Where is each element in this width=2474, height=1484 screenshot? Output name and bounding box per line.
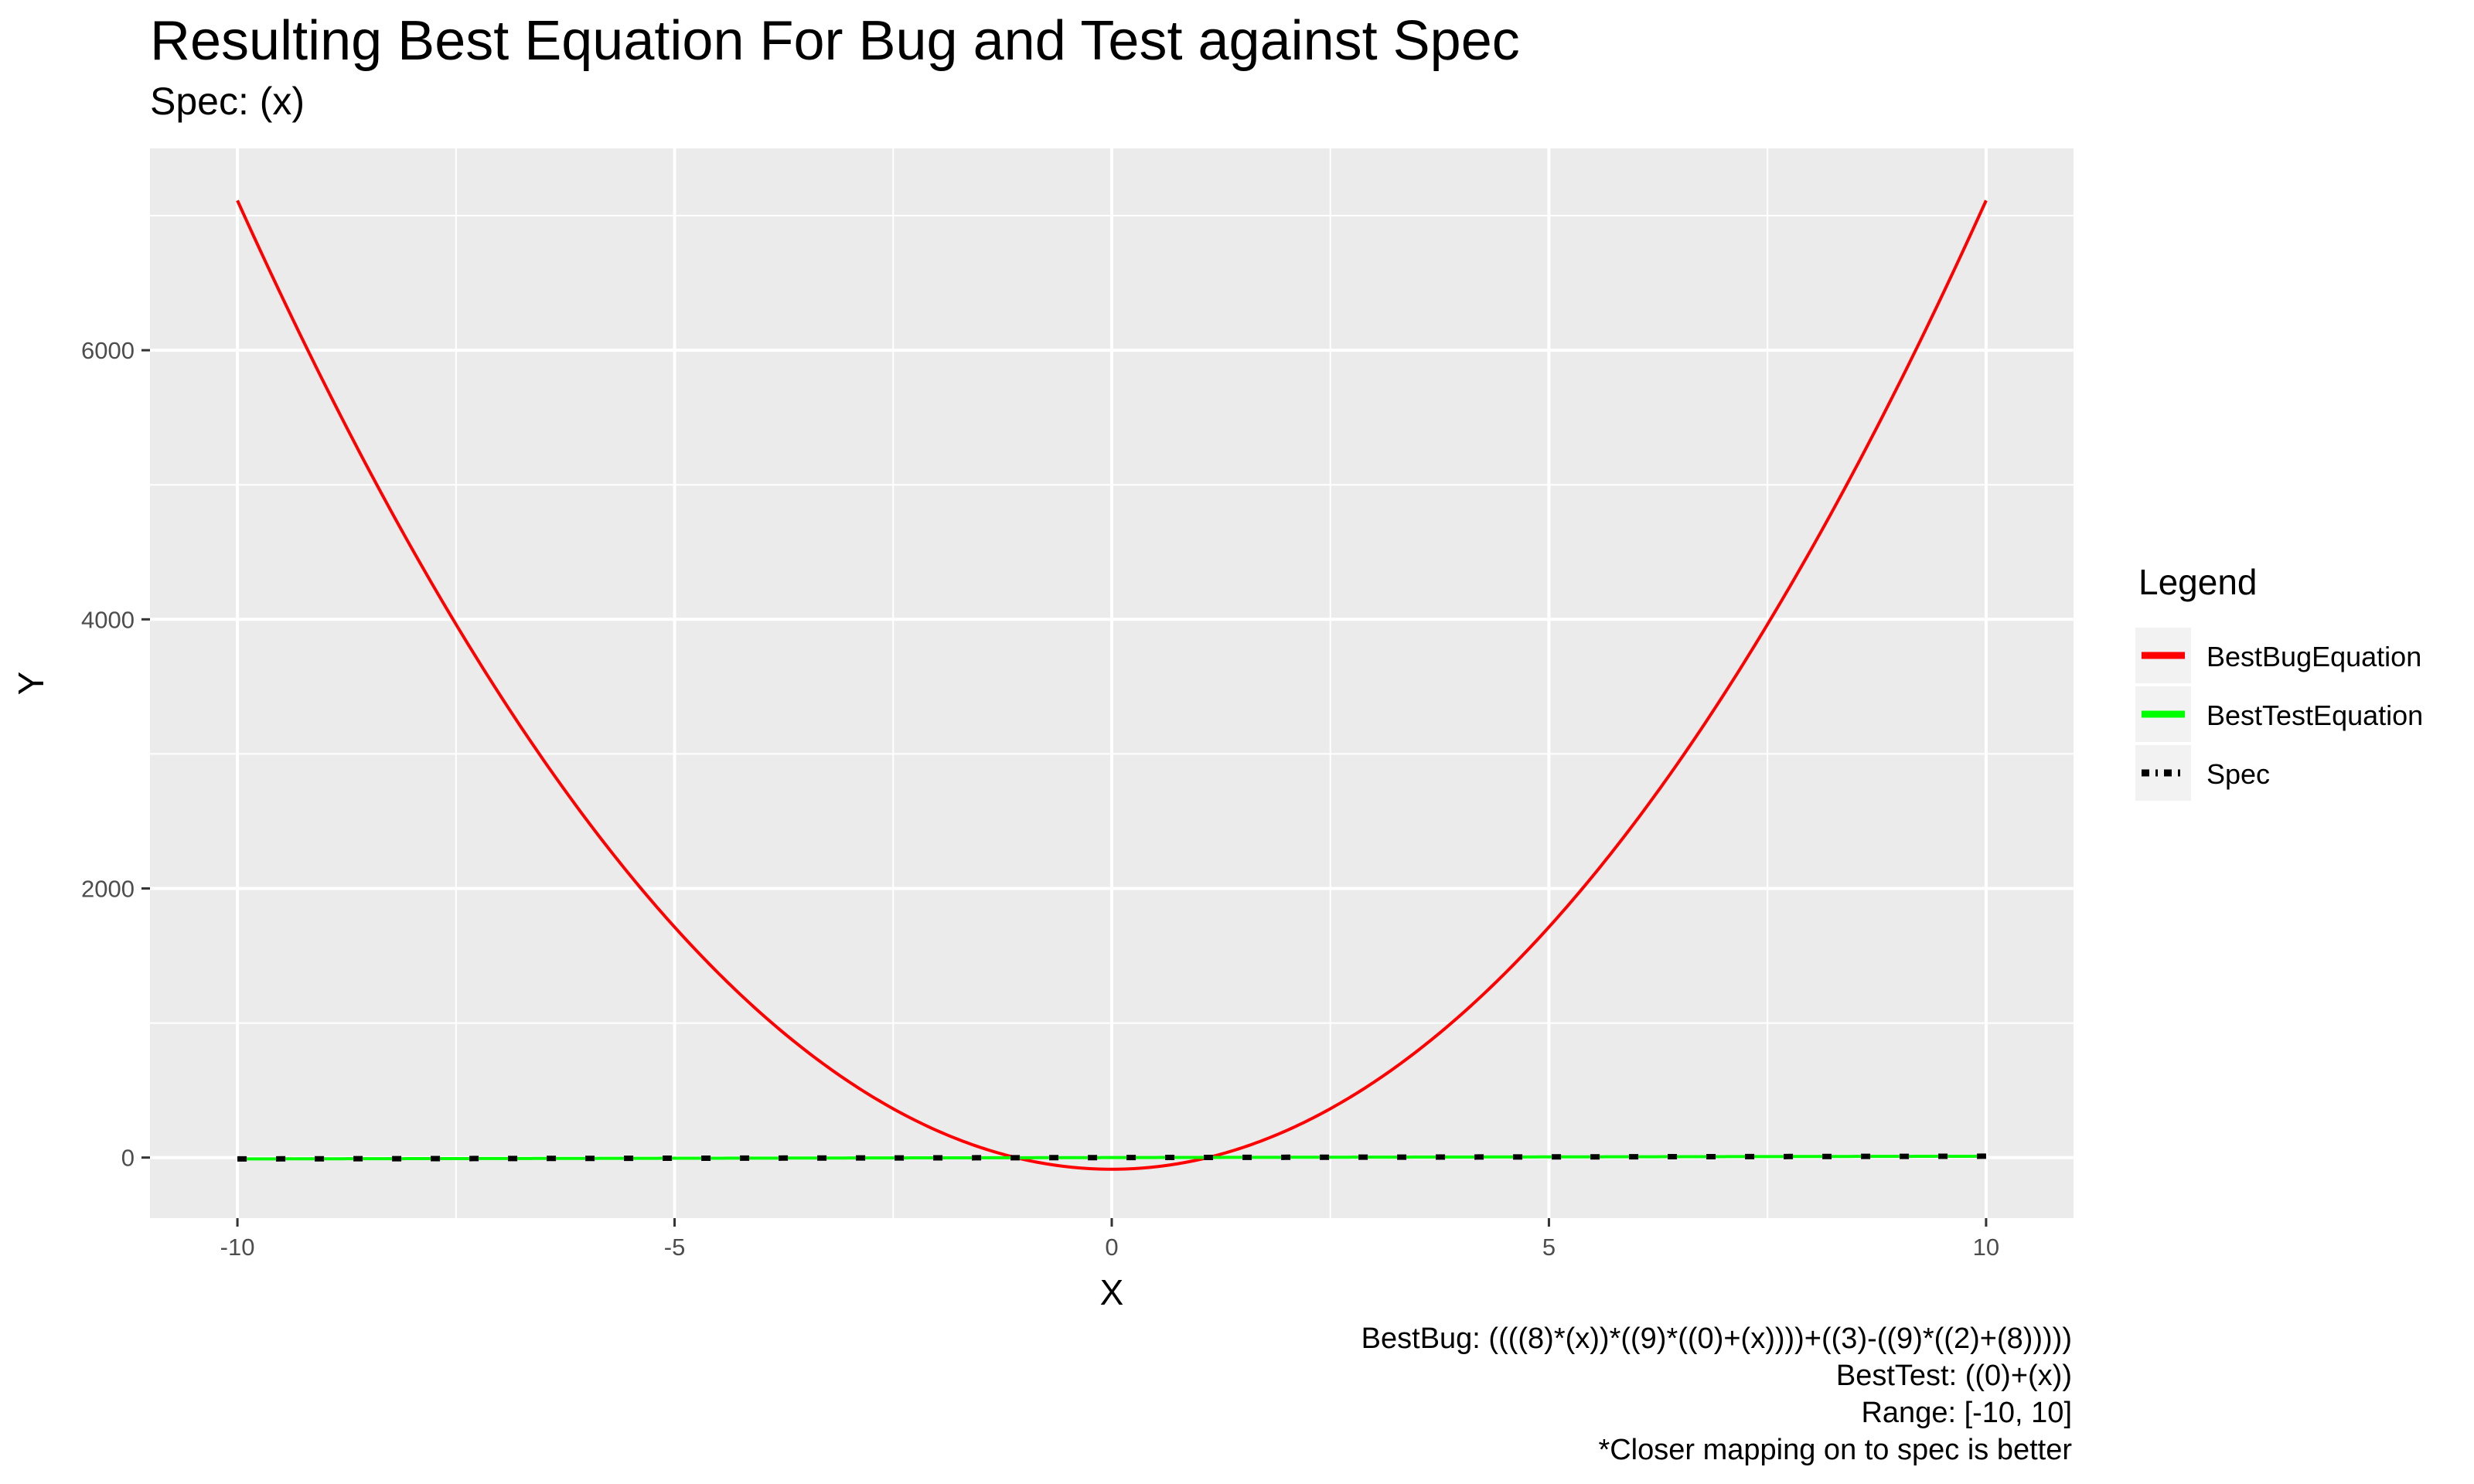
caption-line-besttest: BestTest: ((0)+(x)) — [1835, 1360, 2072, 1392]
chart-title: Resulting Best Equation For Bug and Test… — [150, 10, 1520, 72]
legend-key-spec — [2135, 745, 2191, 801]
legend-label-bestbug: BestBugEquation — [2206, 641, 2422, 672]
caption-line-bestbug: BestBug: ((((8)*(x))*((9)*((0)+(x))))+((… — [1361, 1322, 2072, 1355]
legend-label-spec: Spec — [2206, 758, 2271, 790]
chart-subtitle: Spec: (x) — [150, 80, 305, 123]
series-line-besttestequation — [237, 1154, 1986, 1161]
legend-title: Legend — [2138, 562, 2258, 602]
y-tick-label: 4000 — [81, 606, 135, 633]
y-tick-label: 2000 — [81, 875, 135, 902]
caption-line-note: *Closer mapping on to spec is better — [1598, 1434, 2072, 1466]
x-tick-label: -10 — [220, 1234, 255, 1261]
legend-item-besttest: BestTestEquation — [2135, 686, 2474, 742]
y-tick-label: 6000 — [81, 337, 135, 364]
x-tick-label: 0 — [1105, 1234, 1118, 1261]
y-axis-title: Y — [11, 672, 51, 696]
series-line-bestbugequation — [236, 199, 1988, 1171]
legend-key-bestbug — [2135, 628, 2191, 683]
x-tick-label: 5 — [1542, 1234, 1556, 1261]
legend-label-besttest: BestTestEquation — [2206, 699, 2424, 731]
legend-item-spec: Spec — [2135, 745, 2474, 801]
x-axis-title: X — [1100, 1272, 1124, 1312]
legend-key-besttest — [2135, 686, 2191, 742]
legend-item-bestbug: BestBugEquation — [2135, 628, 2474, 683]
x-tick-label: 10 — [1973, 1234, 1999, 1261]
caption: BestBug: ((((8)*(x))*((9)*((0)+(x))))+((… — [1361, 1320, 2072, 1469]
y-tick-label: 0 — [121, 1145, 135, 1172]
caption-line-range: Range: [-10, 10] — [1861, 1397, 2072, 1429]
x-tick-label: -5 — [664, 1234, 686, 1261]
